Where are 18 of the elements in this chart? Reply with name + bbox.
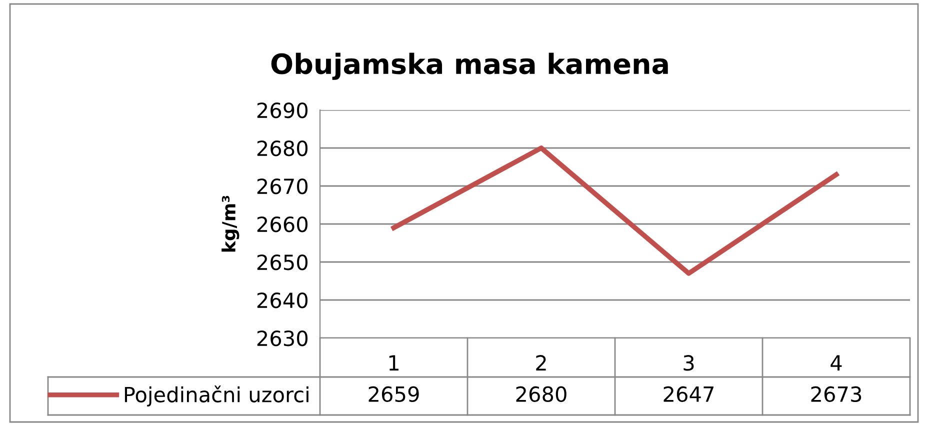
- data-label: 2680: [516, 386, 566, 402]
- x-tick-label: 1: [389, 355, 398, 370]
- legend-label: Pojedinačni uzorci: [124, 386, 308, 406]
- x-tick-label: 4: [830, 355, 842, 370]
- y-tick-label: 2630: [257, 330, 308, 346]
- chart-title: Obujamska masa kamena: [271, 52, 668, 80]
- y-axis-title: kg/m³: [222, 196, 240, 252]
- data-label: 2673: [811, 386, 862, 402]
- y-tick-label: 2670: [257, 178, 308, 194]
- y-tick-label: 2690: [257, 102, 308, 118]
- y-tick-label: 2650: [257, 254, 308, 270]
- x-tick-label: 2: [536, 355, 546, 370]
- data-label: 2659: [368, 386, 419, 402]
- y-tick-label: 2640: [257, 292, 308, 308]
- y-tick-label: 2680: [257, 140, 308, 156]
- data-label: 2647: [664, 386, 714, 402]
- y-tick-label: 2660: [257, 216, 308, 232]
- x-tick-label: 3: [684, 355, 694, 371]
